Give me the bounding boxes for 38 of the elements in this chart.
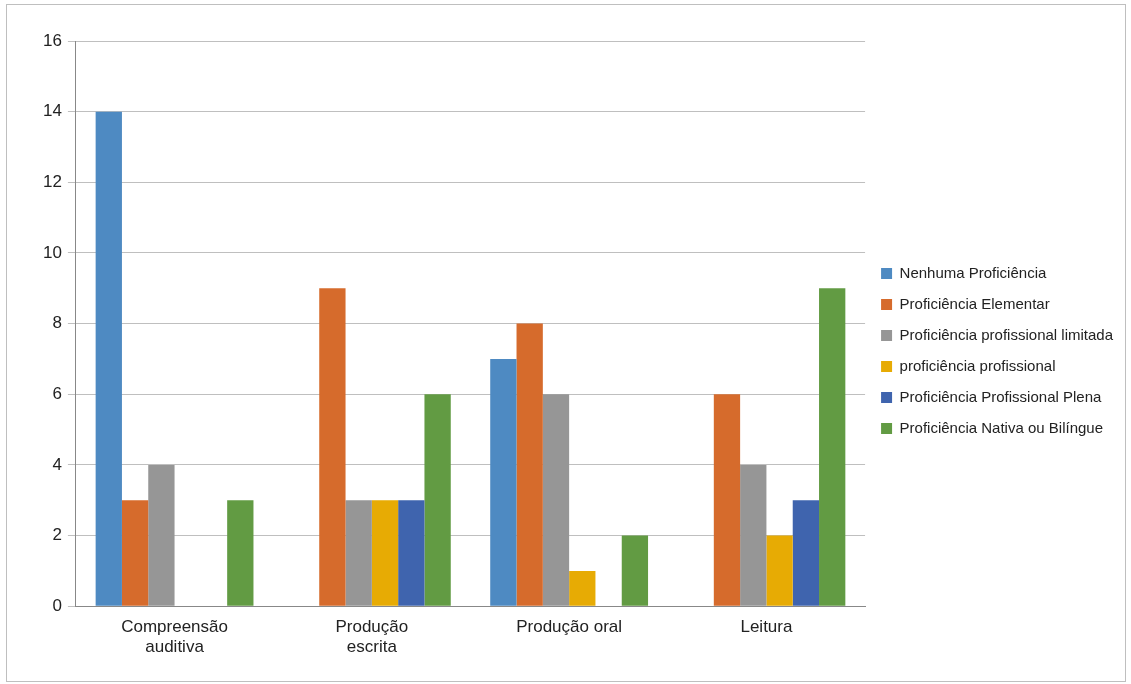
bar [621, 535, 649, 606]
bar [424, 394, 451, 606]
bar [542, 394, 570, 606]
y-tick-label: 14 [42, 101, 62, 121]
x-tick-label: Produção escrita [335, 617, 409, 657]
legend-label: proficiência profissional [899, 356, 1056, 374]
bar [398, 500, 425, 606]
y-tick-label: 12 [42, 171, 62, 191]
bar [95, 111, 122, 606]
y-tick-label: 6 [52, 383, 62, 403]
bar [740, 464, 767, 606]
x-tick-label: Leitura [740, 617, 793, 637]
bar [121, 500, 149, 606]
bar [148, 464, 175, 606]
legend-label: Proficiência Profissional Plena [899, 387, 1102, 405]
legend-label: Proficiência profissional limitada [899, 325, 1114, 343]
y-tick-label: 16 [42, 30, 62, 50]
bar [713, 394, 741, 606]
y-tick-label: 4 [52, 454, 62, 474]
legend-label: Proficiência Elementar [899, 294, 1050, 312]
legend-label: Proficiência Nativa ou Bilíngue [899, 418, 1104, 436]
y-tick-label: 0 [52, 595, 62, 615]
bar [227, 500, 254, 606]
y-tick-label: 8 [52, 313, 62, 333]
x-tick-label: Produção oral [516, 617, 623, 637]
y-tick-label: 10 [42, 242, 62, 262]
bar [569, 570, 596, 606]
bar [792, 500, 820, 606]
bar [490, 358, 517, 606]
bar [516, 323, 543, 606]
bar [819, 288, 846, 606]
bar [371, 500, 399, 606]
legend-label: Nenhuma Proficiência [899, 263, 1047, 281]
bar [319, 288, 346, 606]
bar [345, 500, 372, 606]
y-tick-label: 2 [52, 525, 62, 545]
bar [766, 535, 793, 606]
x-tick-label: Compreensão auditiva [121, 617, 228, 657]
